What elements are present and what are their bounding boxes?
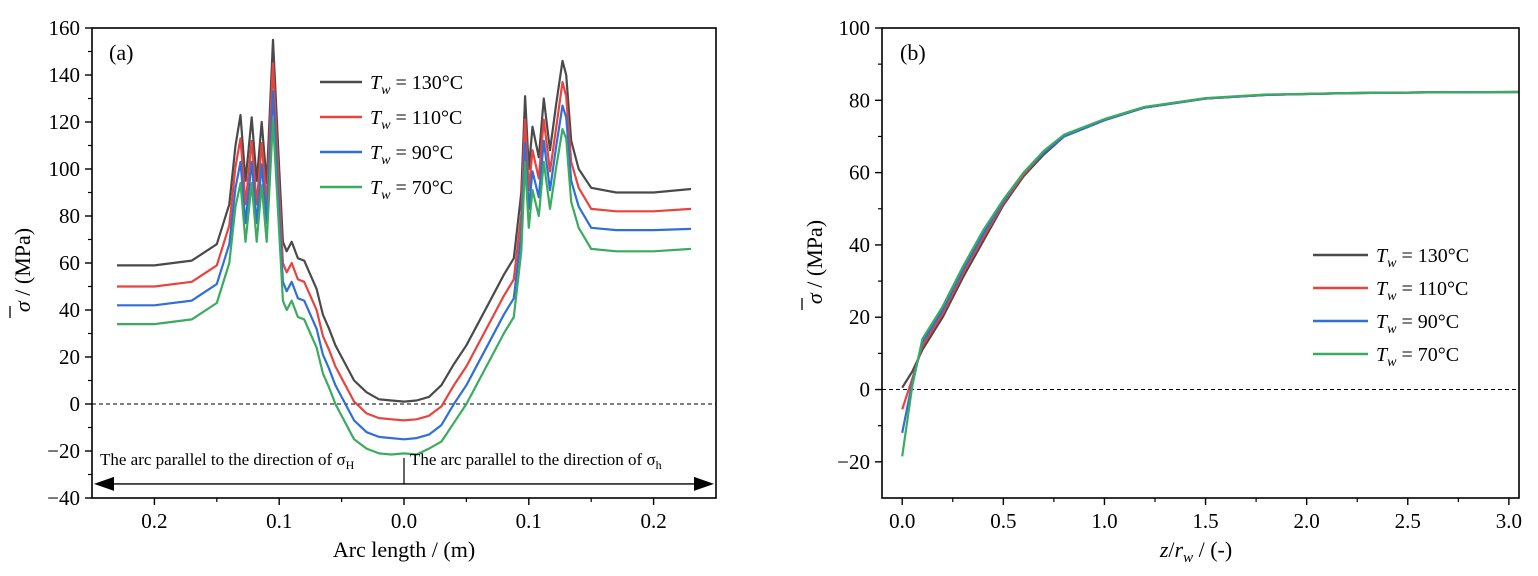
y-tick-label: 100 (49, 157, 81, 181)
annotation-left: The arc parallel to the direction of σH (100, 450, 355, 472)
panel-a-xlabel: Arc length / (m) (333, 537, 475, 562)
y-tick-label: 40 (849, 233, 870, 257)
x-tick-label: 0.1 (516, 509, 542, 533)
y-tick-label: 20 (849, 305, 870, 329)
y-tick-label: −20 (47, 439, 80, 463)
x-tick-label: 1.5 (1192, 509, 1218, 533)
panel-a-ylabel: σ / (MPa) (9, 228, 35, 318)
y-tick-label: 0 (860, 378, 871, 402)
annotation-double-arrow (94, 457, 714, 491)
y-tick-label: 60 (849, 161, 870, 185)
panel-b-legend: Tw = 130°C Tw = 110°C Tw = 90°C Tw = 70°C (1313, 245, 1469, 370)
x-tick-label: 1.0 (1091, 509, 1117, 533)
panel-a-series-group (117, 38, 692, 456)
panel-b-x-ticks: 0.0 0.5 1.0 1.5 2.0 2.5 3.0 (889, 498, 1522, 533)
x-tick-label: 0.0 (391, 509, 417, 533)
legend-label-t90: Tw = 90°C (1376, 311, 1459, 337)
x-tick-label: 3.0 (1496, 509, 1522, 533)
panel-b-series-group (901, 90, 1520, 457)
series-line-t110 (117, 62, 692, 422)
legend-label-t90: Tw = 90°C (370, 142, 453, 168)
panel-a-annotation: The arc parallel to the direction of σH … (94, 450, 714, 491)
x-tick-label: 0.1 (266, 509, 292, 533)
y-tick-label: −40 (47, 486, 80, 510)
x-tick-label: 0.2 (640, 509, 666, 533)
legend-label-t110: Tw = 110°C (1376, 278, 1468, 304)
panel-a-legend: Tw = 130°C Tw = 110°C Tw = 90°C Tw = 70°C (320, 72, 463, 203)
x-tick-label: 2.0 (1294, 509, 1320, 533)
svg-text:σ / (MPa): σ / (MPa) (802, 220, 827, 304)
y-tick-label: 40 (59, 298, 80, 322)
panel-a: 0.2 0.1 0.0 0.1 0.2 −40 −20 0 20 40 60 80 100 120 140… (9, 16, 717, 562)
legend-label-t110: Tw = 110°C (370, 107, 462, 133)
panel-b-ylabel: σ / (MPa) (801, 220, 827, 310)
panel-a-x-ticks: 0.2 0.1 0.0 0.1 0.2 (141, 498, 667, 533)
x-tick-label: 2.5 (1395, 509, 1421, 533)
panel-b-plot-frame (881, 27, 1520, 499)
y-tick-label: 0 (70, 392, 81, 416)
y-tick-label: 80 (849, 88, 870, 112)
y-tick-label: 140 (49, 63, 81, 87)
panel-b: 0.0 0.5 1.0 1.5 2.0 2.5 3.0 −20 0 20 40 60 80 100 (b… (801, 16, 1522, 566)
panel-b-label: (b) (900, 40, 926, 65)
legend-label-t70: Tw = 70°C (1376, 344, 1459, 370)
y-tick-label: 120 (49, 110, 81, 134)
svg-text:σ / (MPa): σ / (MPa) (10, 228, 35, 312)
series-line-t130 (117, 38, 692, 403)
series-line-t90 (117, 90, 692, 441)
y-tick-label: 60 (59, 251, 80, 275)
series-line-t70 (117, 118, 692, 456)
annotation-right: The arc parallel to the direction of σh (410, 450, 662, 472)
legend-label-t70: Tw = 70°C (370, 177, 453, 203)
panel-a-ylabel-unit: / (MPa) (10, 228, 35, 301)
panel-a-y-ticks: −40 −20 0 20 40 60 80 100 120 140 160 (47, 16, 92, 510)
arrow-head-right (694, 476, 714, 491)
x-tick-label: 0.0 (889, 509, 915, 533)
y-tick-label: 100 (839, 16, 871, 40)
panel-b-ylabel-symbol: σ (802, 292, 827, 304)
panel-b-ylabel-unit: / (MPa) (802, 220, 827, 293)
legend-label-t130: Tw = 130°C (370, 72, 463, 98)
panel-b-y-ticks: −20 0 20 40 60 80 100 (837, 16, 882, 474)
x-tick-label: 0.5 (990, 509, 1016, 533)
panel-a-ylabel-symbol: σ (10, 300, 35, 312)
panel-a-label: (a) (109, 40, 133, 65)
y-tick-label: −20 (837, 450, 870, 474)
arrow-head-left (94, 476, 114, 491)
y-tick-label: 160 (49, 16, 81, 40)
y-tick-label: 20 (59, 345, 80, 369)
x-tick-label: 0.2 (141, 509, 167, 533)
y-tick-label: 80 (59, 204, 80, 228)
series-line-t70 (901, 90, 1520, 457)
panel-a-plot-frame (91, 27, 717, 499)
legend-label-t130: Tw = 130°C (1376, 245, 1469, 271)
panel-b-xlabel: z/rw / (-) (1159, 537, 1232, 566)
